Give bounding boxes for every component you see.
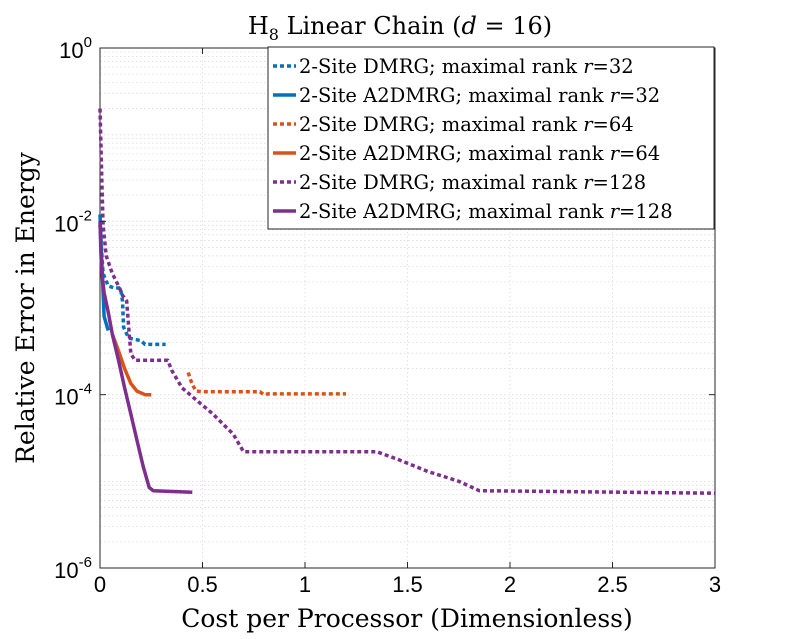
legend-label-1: 2-Site DMRG; maximal rank r=32	[299, 55, 634, 78]
series-group	[98, 108, 716, 495]
series-line-4	[110, 333, 152, 397]
x-tick-label: 2	[504, 572, 516, 597]
x-tick-label: 0.5	[187, 572, 218, 597]
x-tick-label: 1	[299, 572, 311, 597]
chart-title: H8 Linear Chain (d = 16)	[248, 12, 552, 44]
legend-label-2: 2-Site A2DMRG; maximal rank r=32	[299, 84, 660, 107]
series-line-1	[98, 225, 166, 347]
y-axis: 10-6 10-4 10-2 100	[54, 34, 715, 583]
x-tick-label: 0	[94, 572, 106, 597]
legend: 2-Site DMRG; maximal rank r=32 2-Site A2D…	[267, 46, 715, 230]
legend-label-6: 2-Site A2DMRG; maximal rank r=128	[299, 200, 673, 223]
legend-label-5: 2-Site DMRG; maximal rank r=128	[299, 171, 646, 194]
y-tick-label: 10-4	[54, 381, 92, 410]
series-line-6	[98, 221, 193, 494]
series-line-3	[186, 371, 346, 397]
y-tick-label: 10-6	[54, 554, 92, 583]
y-axis-label: Relative Error in Energy	[11, 151, 40, 464]
x-axis-label: Cost per Processor (Dimensionless)	[181, 604, 633, 633]
x-tick-label: 1.5	[392, 572, 423, 597]
legend-label-4: 2-Site A2DMRG; maximal rank r=64	[299, 142, 660, 165]
x-axis: 0 0.5 1 1.5 2 2.5 3	[94, 48, 721, 597]
x-tick-label: 2.5	[597, 572, 628, 597]
x-tick-label: 3	[709, 572, 721, 597]
y-tick-label: 10-2	[54, 207, 92, 236]
legend-box	[267, 46, 715, 230]
legend-label-3: 2-Site DMRG; maximal rank r=64	[299, 113, 634, 136]
y-tick-label: 100	[59, 34, 92, 63]
